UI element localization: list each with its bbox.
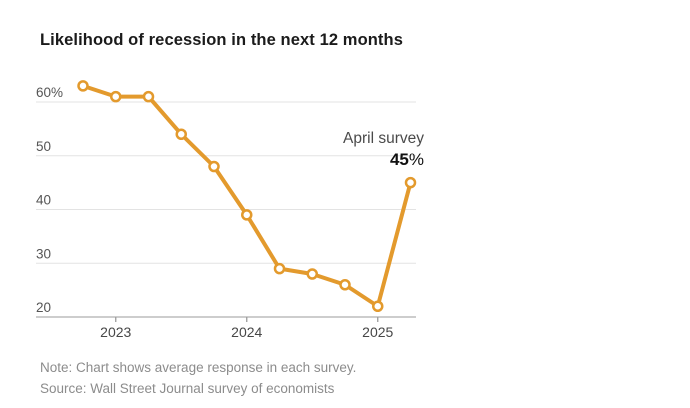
y-tick-label: 40 [36,193,51,208]
data-point-marker [273,262,286,275]
x-tick-label: 2023 [100,324,131,340]
chart-note: Note: Chart shows average response in ea… [40,360,357,375]
y-tick-label: 20 [36,300,51,315]
data-point-marker [142,90,155,103]
x-tick-label: 2024 [231,324,262,340]
chart-source: Source: Wall Street Journal survey of ec… [40,380,335,396]
data-point-marker [404,176,417,189]
data-point-marker [339,279,351,291]
recession-likelihood-line [81,83,413,309]
y-tick-label: 30 [36,246,51,261]
data-point-marker [241,209,253,221]
data-point-marker [77,80,89,92]
data-point-marker [110,90,122,103]
annotation-value-suffix: % [408,150,424,170]
chart-footnote: Note: Chart shows average response in ea… [40,358,356,400]
data-point-marker [306,268,318,280]
y-tick-label: 60% [36,85,63,100]
annotation-value: 45% [343,149,424,170]
annotation-april-survey: April survey 45% [343,129,424,171]
data-point-marker [175,128,187,140]
y-tick-label: 50 [36,139,51,154]
annotation-value-number: 45 [389,150,409,170]
annotation-label: April survey [343,130,424,147]
data-point-marker [208,160,220,173]
x-tick-label: 2025 [362,324,393,340]
data-point-marker [372,300,384,312]
chart-title: Likelihood of recession in the next 12 m… [40,31,403,49]
